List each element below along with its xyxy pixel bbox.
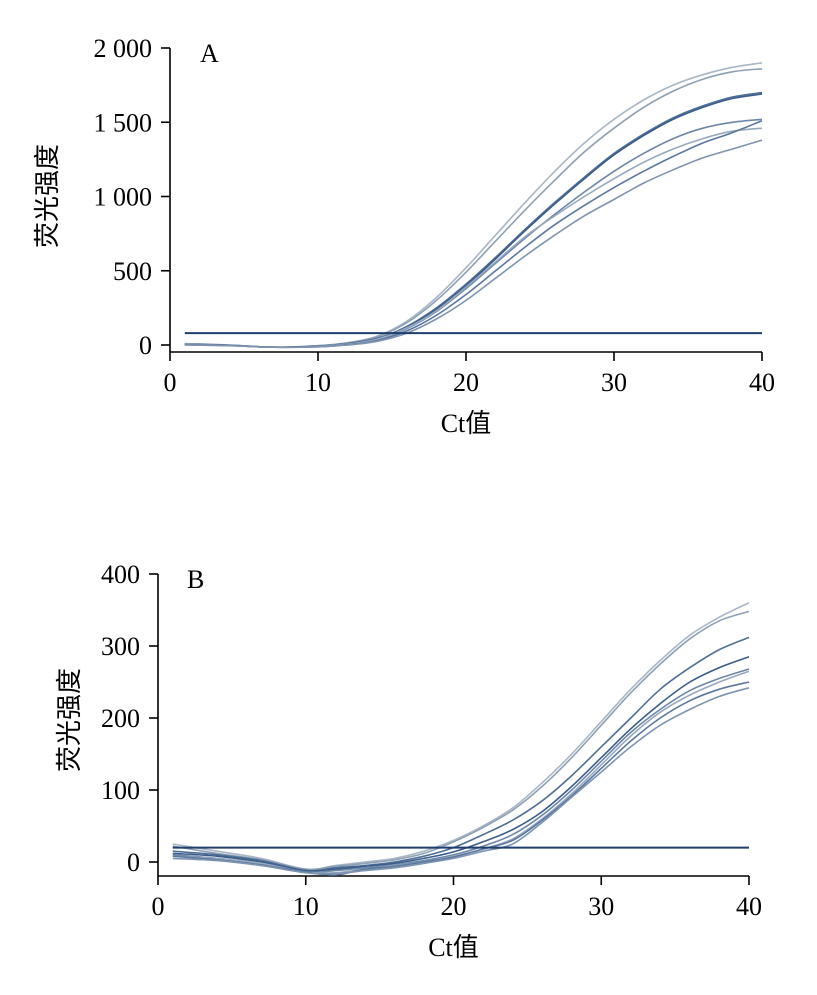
amplification-curve <box>184 91 763 349</box>
y-axis-title: 荧光强度 <box>55 668 84 772</box>
y-tick-label: 1 000 <box>94 183 153 212</box>
x-tick-label: 10 <box>293 892 319 921</box>
y-tick-label: 0 <box>127 848 140 877</box>
amplification-curve <box>184 93 763 349</box>
amplification-curve <box>172 668 750 874</box>
x-tick-label: 30 <box>588 892 614 921</box>
amplification-curve <box>172 636 750 872</box>
y-tick-label: 100 <box>101 776 140 805</box>
amplification-curve <box>184 68 763 349</box>
amplification-curve <box>172 610 750 871</box>
y-tick-label: 1 500 <box>94 108 153 137</box>
panel-label: B <box>187 565 204 594</box>
y-tick-label: 2 000 <box>94 34 153 63</box>
series-group <box>172 602 750 876</box>
y-tick-label: 0 <box>139 331 152 360</box>
amplification-curve <box>172 656 750 872</box>
x-tick-label: 40 <box>749 368 775 397</box>
panel-a: 0 500 1 000 1 500 2 000 0 10 20 30 40 Ct值 荧光强度 A <box>33 34 775 438</box>
x-tick-label: 20 <box>441 892 467 921</box>
amplification-curve <box>172 602 750 871</box>
x-axis-title: Ct值 <box>428 933 479 962</box>
amplification-curve <box>184 120 763 349</box>
amplification-curve <box>172 687 750 875</box>
y-tick-label: 200 <box>101 704 140 733</box>
y-tick-label: 500 <box>113 257 152 286</box>
amplification-curve <box>184 62 763 349</box>
x-tick-label: 40 <box>736 892 762 921</box>
x-tick-label: 10 <box>305 368 331 397</box>
x-tick-label: 20 <box>453 368 479 397</box>
amplification-curve <box>184 118 763 349</box>
y-tick-label: 400 <box>101 560 140 589</box>
x-tick-label: 0 <box>152 892 165 921</box>
y-axis-title: 荧光强度 <box>33 144 62 248</box>
amplification-curve <box>184 139 763 349</box>
x-tick-label: 30 <box>601 368 627 397</box>
y-tick-label: 300 <box>101 632 140 661</box>
panel-label: A <box>200 39 219 68</box>
x-tick-label: 0 <box>164 368 177 397</box>
panel-b: 0 100 200 300 400 0 10 20 30 40 Ct值 荧光强度 B <box>55 560 762 962</box>
x-axis-title: Ct值 <box>441 409 492 438</box>
amplification-curve <box>184 127 763 349</box>
series-group <box>184 62 763 349</box>
